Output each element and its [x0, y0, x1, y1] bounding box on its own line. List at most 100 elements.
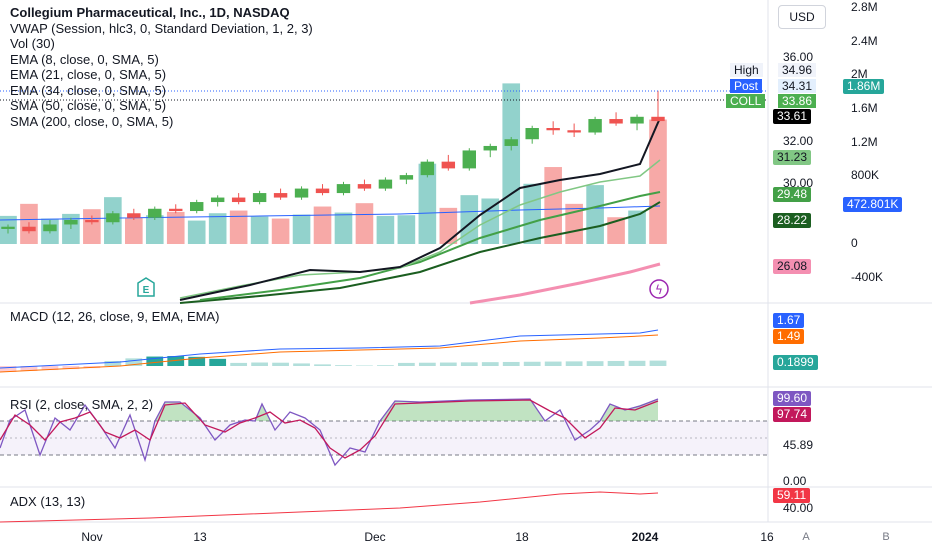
- macd-line: [0, 329, 659, 369]
- volume-ma-label: 472.801K: [843, 197, 903, 212]
- high-value: 34.96: [778, 63, 817, 77]
- candle: [525, 125, 539, 144]
- earnings-marker[interactable]: E: [137, 277, 155, 297]
- time-tick: Dec: [364, 530, 386, 544]
- candle: [504, 136, 518, 151]
- candle: [588, 116, 602, 135]
- volume-bar: [292, 214, 311, 244]
- volume-bar: [460, 195, 479, 244]
- rsi-overbought-fill: [155, 399, 658, 421]
- candle: [43, 219, 57, 234]
- high-tag: High: [730, 63, 763, 77]
- ema34-line: [179, 201, 661, 304]
- volume-bar: [271, 218, 290, 244]
- time-tick: 18: [515, 530, 529, 544]
- ema21-label: 29.48: [773, 187, 812, 202]
- volume-current-label: 1.86M: [843, 79, 885, 94]
- macd-hist-bar: [125, 358, 143, 366]
- candle: [1, 224, 15, 234]
- macd-hist-bar: [439, 362, 457, 366]
- macd-histogram: [0, 356, 667, 372]
- volume-bar: [187, 220, 206, 244]
- rsi-ma-value: 97.74: [773, 407, 812, 422]
- macd-hist-bar: [586, 361, 604, 366]
- price-tick: 32.00: [783, 134, 814, 148]
- candle: [148, 206, 162, 220]
- candle: [169, 204, 183, 214]
- indicator-sma200[interactable]: SMA (200, close, 0, SMA, 5): [10, 113, 174, 129]
- indicator-sma50[interactable]: SMA (50, close, 0, SMA, 5): [10, 98, 167, 113]
- rsi-pane: [0, 398, 768, 467]
- vwap-line: [0, 205, 661, 221]
- pane-separators: [0, 0, 932, 523]
- macd-hist-bar: [523, 361, 541, 366]
- volume-tick: 2M: [851, 67, 868, 81]
- macd-hist-bar: [502, 361, 520, 366]
- macd-hist-bar: [607, 360, 625, 366]
- macd-hist-bar: [209, 358, 227, 366]
- indicator-vol[interactable]: Vol (30): [10, 36, 55, 51]
- time-tick: 13: [193, 530, 207, 544]
- price-tick: 30.00: [783, 176, 814, 190]
- macd-hist-bar: [565, 361, 583, 366]
- macd-hist-bar: [188, 356, 206, 366]
- rsi-title[interactable]: RSI (2, close, SMA, 2, 2): [10, 397, 154, 412]
- ema8-label: 31.23: [773, 150, 812, 165]
- candle: [567, 123, 581, 137]
- candle: [210, 195, 225, 207]
- volume-bar: [649, 119, 667, 244]
- candles: [1, 90, 665, 234]
- indicator-ema8[interactable]: EMA (8, close, 0, SMA, 5): [10, 51, 159, 67]
- macd-hist-bar: [418, 362, 436, 366]
- indicator-vwap[interactable]: VWAP (Session, hlc3, 0, Standard Deviati…: [10, 20, 313, 36]
- volume-bar: [208, 213, 227, 244]
- volume-bar: [229, 210, 248, 244]
- candle: [336, 181, 351, 196]
- time-tick: 2024: [631, 530, 659, 544]
- macd-hist-bar: [230, 362, 248, 366]
- volume-tick: 1.6M: [851, 101, 878, 115]
- macd-title[interactable]: MACD (12, 26, close, 9, EMA, EMA): [10, 309, 220, 324]
- macd-hist-bar: [460, 362, 478, 366]
- signal-line: [0, 334, 659, 373]
- macd-hist-bar: [377, 365, 394, 366]
- candle: [85, 215, 99, 225]
- indicator-ema21[interactable]: EMA (21, close, 0, SMA, 5): [10, 67, 167, 82]
- candle: [609, 112, 623, 126]
- indicator-ema34[interactable]: EMA (34, close, 0, SMA, 5): [10, 82, 167, 98]
- earnings-icon: E: [143, 285, 150, 296]
- volume-bar: [83, 209, 101, 244]
- symbol-title[interactable]: Collegium Pharmaceutical, Inc., 1D, NASD…: [10, 5, 290, 20]
- buy-button[interactable]: B: [882, 531, 890, 543]
- adx-value: 59.11: [773, 488, 811, 503]
- volume-tick: 2.4M: [851, 34, 878, 48]
- volume-bar: [439, 207, 458, 244]
- symbol-value: 33.86: [778, 94, 817, 108]
- currency-button[interactable]: USD: [778, 5, 826, 29]
- ema21-line: [199, 191, 661, 301]
- macd-hist-bar: [62, 366, 80, 370]
- sma200-line: [469, 262, 661, 305]
- rsi-level-label: 45.89: [783, 438, 814, 452]
- candle: [106, 211, 120, 225]
- candle: [378, 177, 393, 191]
- high-label: High: [734, 63, 759, 77]
- adx-title[interactable]: ADX (13, 13): [10, 494, 86, 509]
- volume-bar: [250, 216, 269, 244]
- candle: [252, 190, 267, 205]
- sma50-line: [179, 117, 661, 301]
- price-tick: 36.00: [783, 50, 814, 64]
- candle: [651, 90, 665, 122]
- macd-hist-bar: [356, 365, 373, 366]
- macd-value: 1.67: [773, 313, 805, 328]
- auto-scale-button[interactable]: A: [802, 531, 810, 543]
- volume-bar: [544, 167, 562, 244]
- candle: [483, 143, 497, 158]
- volume-bar: [334, 212, 353, 244]
- rsi-ma-line: [0, 399, 659, 459]
- split-marker[interactable]: ϟ: [649, 279, 669, 299]
- macd-hist-bar: [0, 366, 17, 372]
- adx-line: [0, 491, 659, 523]
- macd-hist-bar: [481, 362, 499, 366]
